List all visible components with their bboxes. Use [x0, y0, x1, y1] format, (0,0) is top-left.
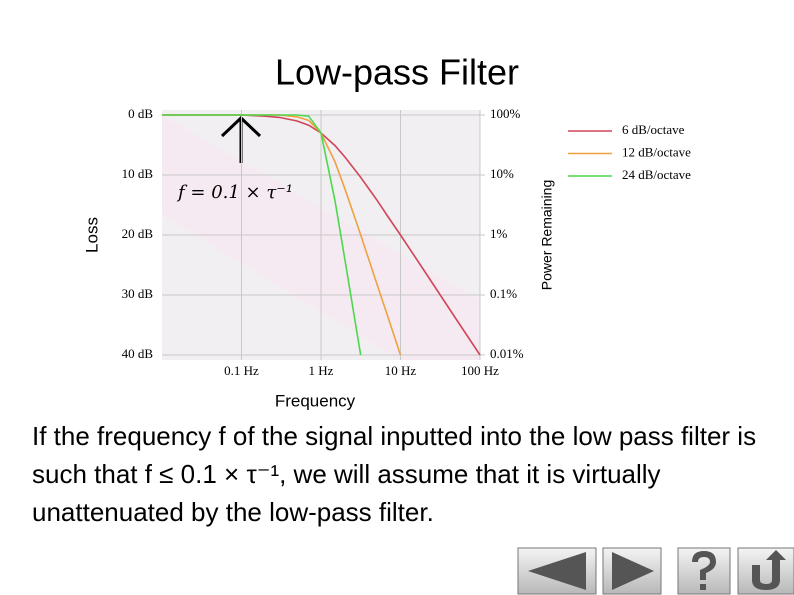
slide-title: Low-pass Filter: [275, 52, 519, 93]
y-tick-label: 0 dB: [128, 106, 153, 121]
y2-tick-label: 10%: [490, 166, 514, 181]
help-icon: [692, 551, 716, 590]
annotation: f = 0.1 × τ⁻¹: [176, 182, 293, 203]
y2-axis-label: Power Remaining: [539, 180, 555, 291]
legend-label: 12 dB/octave: [622, 144, 691, 159]
y2-tick-label: 100%: [490, 106, 521, 121]
legend-label: 6 dB/octave: [622, 122, 685, 137]
series-line: [162, 114, 481, 356]
x-axis-label: Frequency: [275, 391, 356, 410]
x-tick-label: 10 Hz: [385, 363, 417, 378]
y-tick-label: 40 dB: [122, 346, 154, 361]
prev-icon: [528, 552, 586, 590]
x-tick-label: 0.1 Hz: [224, 363, 259, 378]
x-tick-label: 1 Hz: [309, 363, 334, 378]
y2-tick-label: 0.01%: [490, 346, 524, 361]
y-tick-label: 20 dB: [122, 226, 154, 241]
y-tick-label: 30 dB: [122, 286, 154, 301]
y-axis-label: Loss: [82, 217, 101, 253]
y2-tick-label: 0.1%: [490, 286, 517, 301]
y-tick-label: 10 dB: [122, 166, 154, 181]
return-icon: [752, 550, 786, 590]
nav-buttons: [517, 547, 794, 595]
x-tick-label: 100 Hz: [461, 363, 499, 378]
y2-tick-label: 1%: [490, 226, 508, 241]
next-icon: [612, 552, 654, 590]
series-line: [162, 114, 362, 356]
legend-box: [565, 105, 720, 220]
body-text: If the frequency f of the signal inputte…: [32, 421, 757, 527]
legend-label: 24 dB/octave: [622, 167, 691, 182]
